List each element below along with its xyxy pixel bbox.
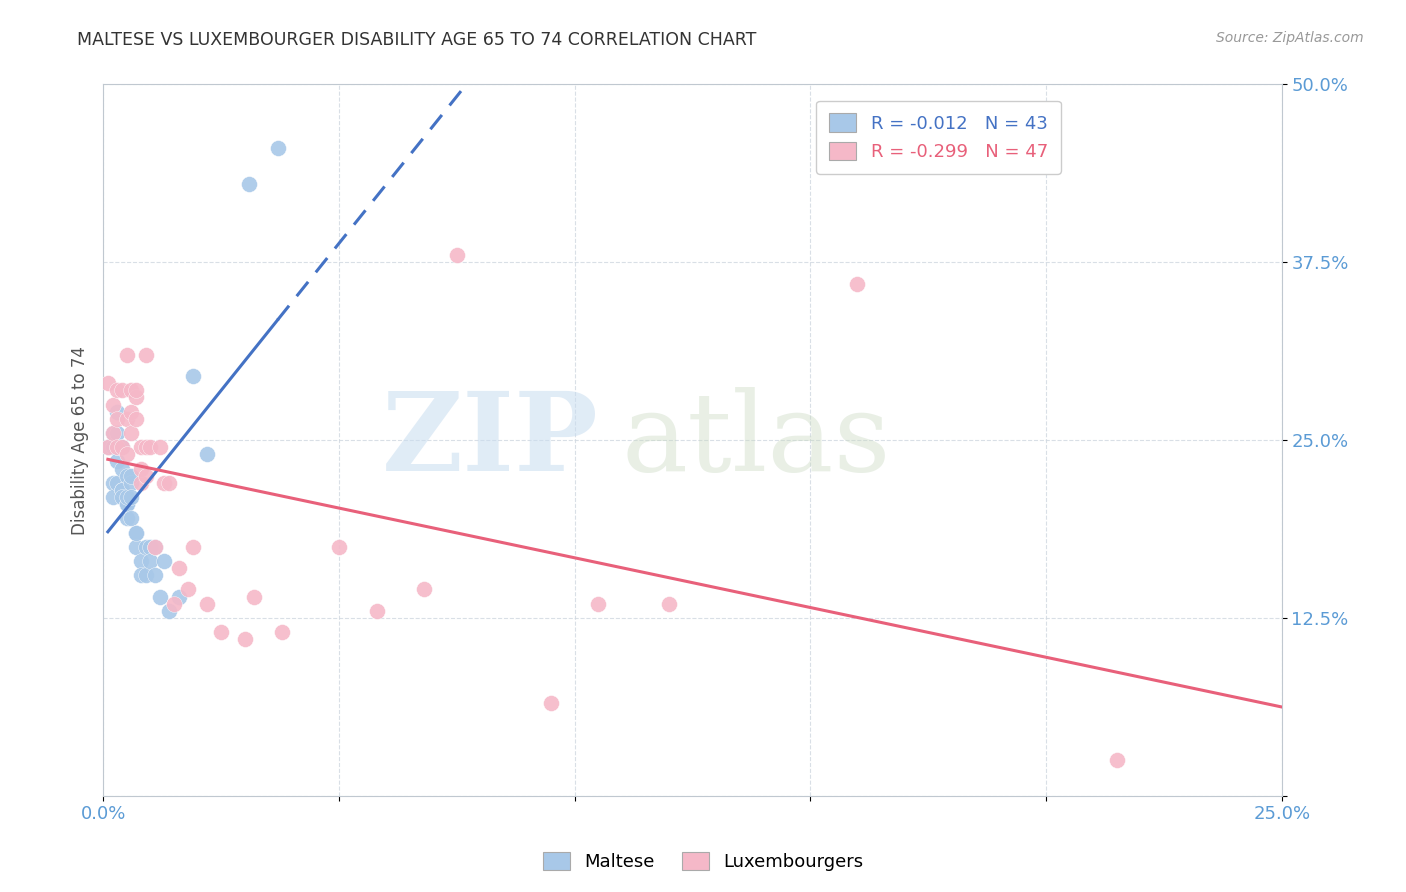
Point [129,568,152,582]
Point [105,404,128,418]
Point [412,582,434,597]
Point [105,440,128,454]
Point [181,540,204,554]
Point [125,540,148,554]
Point [266,141,288,155]
Point [658,597,681,611]
Point [143,540,166,554]
Text: atlas: atlas [621,386,891,493]
Y-axis label: Disability Age 65 to 74: Disability Age 65 to 74 [72,346,89,534]
Point [120,404,142,418]
Point [139,440,162,454]
Point [115,447,138,461]
Legend: Maltese, Luxembourgers: Maltese, Luxembourgers [536,845,870,879]
Point [846,277,869,291]
Point [195,447,218,461]
Point [111,461,134,475]
Point [328,540,350,554]
Point [181,369,204,384]
Point [157,475,180,490]
Point [540,696,562,710]
Point [129,554,152,568]
Point [125,525,148,540]
Point [101,475,124,490]
Point [135,568,157,582]
Point [115,497,138,511]
Point [115,511,138,525]
Point [105,440,128,454]
Point [167,590,190,604]
Point [125,384,148,398]
Point [366,604,388,618]
Point [97,440,120,454]
Point [125,525,148,540]
Point [143,540,166,554]
Point [101,425,124,440]
Point [129,440,152,454]
Point [120,425,142,440]
Point [101,440,124,454]
Point [446,248,468,262]
Point [149,440,172,454]
Text: ZIP: ZIP [381,386,598,493]
Point [120,490,142,504]
Text: Source: ZipAtlas.com: Source: ZipAtlas.com [1216,31,1364,45]
Point [115,468,138,483]
Point [105,384,128,398]
Point [97,440,120,454]
Point [209,625,232,640]
Point [135,348,157,362]
Point [586,597,609,611]
Point [139,540,162,554]
Point [167,561,190,575]
Point [111,440,134,454]
Point [111,483,134,497]
Point [195,597,218,611]
Point [163,597,186,611]
Text: MALTESE VS LUXEMBOURGER DISABILITY AGE 65 TO 74 CORRELATION CHART: MALTESE VS LUXEMBOURGER DISABILITY AGE 6… [77,31,756,49]
Point [125,391,148,405]
Point [135,540,157,554]
Point [97,376,120,391]
Point [153,554,176,568]
Point [105,425,128,440]
Point [101,398,124,412]
Point [111,440,134,454]
Point [115,348,138,362]
Point [135,440,157,454]
Point [149,590,172,604]
Point [120,468,142,483]
Point [105,411,128,425]
Point [238,177,260,191]
Point [120,511,142,525]
Point [115,490,138,504]
Point [129,475,152,490]
Point [233,632,256,647]
Point [101,490,124,504]
Point [120,384,142,398]
Point [115,411,138,425]
Point [115,497,138,511]
Point [120,475,142,490]
Point [101,425,124,440]
Point [143,568,166,582]
Point [111,490,134,504]
Point [105,454,128,468]
Point [153,475,176,490]
Point [177,582,200,597]
Point [125,411,148,425]
Point [157,604,180,618]
Point [139,554,162,568]
Point [105,475,128,490]
Point [243,590,266,604]
Point [129,461,152,475]
Legend: R = -0.012   N = 43, R = -0.299   N = 47: R = -0.012 N = 43, R = -0.299 N = 47 [817,101,1060,174]
Point [1105,753,1128,767]
Point [111,384,134,398]
Point [271,625,294,640]
Point [111,483,134,497]
Point [135,468,157,483]
